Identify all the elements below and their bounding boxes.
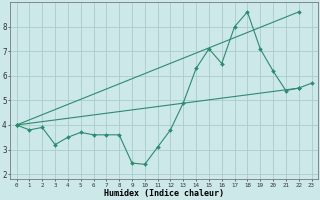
X-axis label: Humidex (Indice chaleur): Humidex (Indice chaleur): [104, 189, 224, 198]
